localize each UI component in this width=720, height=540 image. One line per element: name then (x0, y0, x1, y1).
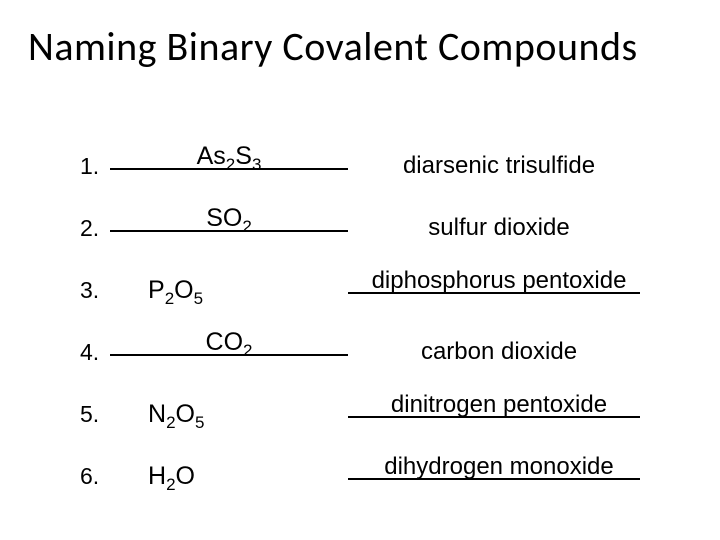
formula-cell: As2S3 (110, 134, 348, 170)
chemical-formula: H2O (148, 462, 195, 491)
row-index: 2. (80, 215, 110, 242)
compound-name: diphosphorus pentoxide (353, 267, 645, 295)
chemical-formula: CO2 (110, 328, 348, 357)
compound-name: sulfur dioxide (428, 214, 569, 242)
table-row: 5. N2O5 dinitrogen pentoxide (80, 383, 640, 445)
chemical-formula: SO2 (110, 204, 348, 233)
formula-cell: P2O5 (110, 259, 348, 321)
table-row: 2.SO2 sulfur dioxide (80, 197, 640, 259)
row-index: 3. (80, 277, 110, 304)
formula-cell: N2O5 (110, 383, 348, 445)
row-index: 1. (80, 153, 110, 180)
chemical-formula: As2S3 (110, 142, 348, 171)
formula-cell: SO2 (110, 196, 348, 232)
row-index: 5. (80, 401, 110, 428)
name-cell: dinitrogen pentoxide (348, 382, 640, 418)
name-cell: dihydrogen monoxide (348, 444, 640, 480)
table-row: 4.CO2 carbon dioxide (80, 321, 640, 383)
formula-cell: CO2 (110, 320, 348, 356)
table-row: 3. P2O5 diphosphorus pentoxide (80, 259, 640, 321)
chemical-formula: N2O5 (148, 400, 204, 429)
row-index: 6. (80, 463, 110, 490)
name-cell: sulfur dioxide (348, 197, 640, 259)
compound-name: carbon dioxide (421, 338, 577, 366)
compound-name: diarsenic trisulfide (403, 152, 595, 180)
compound-name: dihydrogen monoxide (353, 453, 645, 481)
name-cell: carbon dioxide (348, 321, 640, 383)
compound-table: 1.As2S3 diarsenic trisulfide 2.SO2 sulfur d… (80, 135, 640, 507)
formula-cell: H2O (110, 445, 348, 507)
name-cell: diarsenic trisulfide (348, 135, 640, 197)
page-title: Naming Binary Covalent Compounds (28, 22, 638, 71)
row-index: 4. (80, 339, 110, 366)
chemical-formula: P2O5 (148, 276, 203, 305)
name-cell: diphosphorus pentoxide (348, 258, 640, 294)
table-row: 6. H2O dihydrogen monoxide (80, 445, 640, 507)
compound-name: dinitrogen pentoxide (353, 391, 645, 419)
table-row: 1.As2S3 diarsenic trisulfide (80, 135, 640, 197)
